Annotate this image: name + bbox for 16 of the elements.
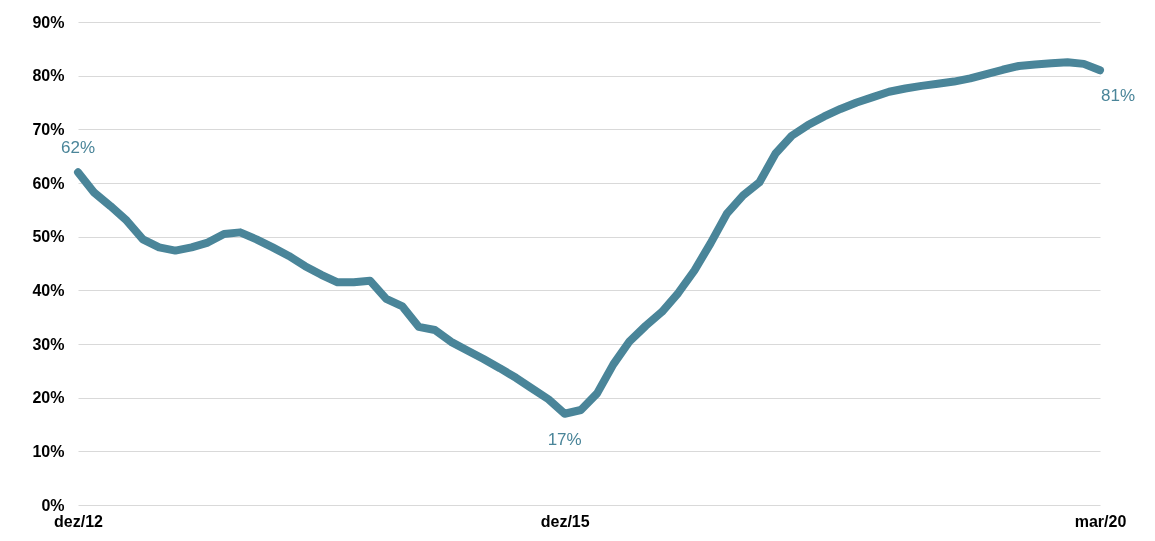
annotation: 17%	[547, 429, 582, 449]
y-tick-label: 0%	[41, 496, 65, 514]
y-tick-label: 50%	[32, 228, 65, 246]
annotation: 62%	[60, 138, 96, 158]
x-tick-label: dez/12	[54, 512, 104, 530]
x-tick-label: dez/15	[540, 512, 590, 530]
y-tick-label: 20%	[32, 389, 65, 407]
y-tick-label: 40%	[32, 281, 65, 299]
y-tick-label: 70%	[32, 120, 65, 138]
y-tick-label: 90%	[32, 13, 65, 31]
y-tick-label: 80%	[32, 67, 65, 85]
x-tick-label: mar/20	[1074, 512, 1127, 530]
y-tick-label: 60%	[32, 174, 65, 192]
y-tick-label: 30%	[32, 335, 65, 353]
y-tick-label: 10%	[32, 442, 65, 460]
annotation: 81%	[1100, 86, 1136, 106]
